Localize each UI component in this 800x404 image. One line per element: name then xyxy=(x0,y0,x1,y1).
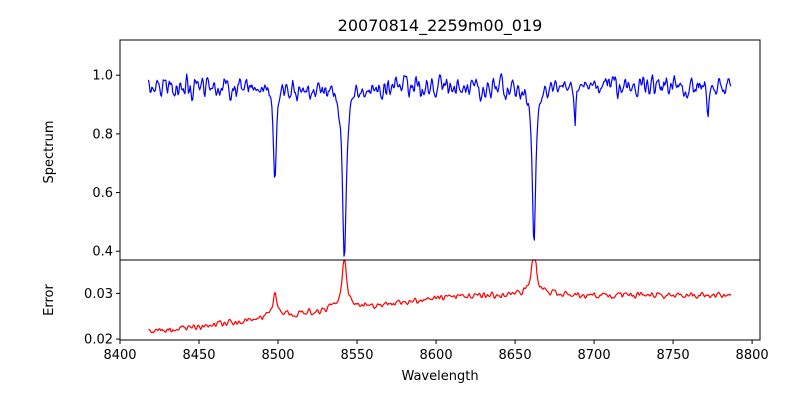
error-xtick-label: 8500 xyxy=(261,348,294,363)
spectrum-frame xyxy=(119,39,761,261)
error-ytick-label: 0.02 xyxy=(84,333,113,348)
error-xtick-label: 8800 xyxy=(736,348,769,363)
error-xtick-label: 8550 xyxy=(340,348,373,363)
spectrum-ytick-label: 0.4 xyxy=(92,245,113,260)
error-panel: 0.02 0.03 8400 8450 8500 8550 8600 8650 8700 8750… xyxy=(84,259,769,363)
chart-title: 20070814_2259m00_019 xyxy=(338,16,543,36)
x-axis-label: Wavelength xyxy=(401,369,478,384)
spectrum-ytick-label: 0.6 xyxy=(92,186,113,201)
error-y-axis-label: Error xyxy=(42,284,57,316)
error-xtick-label: 8750 xyxy=(657,348,690,363)
spectrum-ytick-label: 0.8 xyxy=(92,127,113,142)
spectrum-y-axis-label: Spectrum xyxy=(42,121,57,184)
spectrum-ytick-label: 1.0 xyxy=(92,69,113,84)
error-xtick-label: 8700 xyxy=(578,348,611,363)
spectrum-series-line xyxy=(147,73,732,257)
error-xtick-label: 8600 xyxy=(420,348,453,363)
error-series-line xyxy=(148,259,732,334)
error-ytick-label: 0.03 xyxy=(84,287,113,302)
error-xtick-label: 8450 xyxy=(182,348,215,363)
error-frame xyxy=(119,259,761,341)
spectrum-panel: 0.4 0.6 0.8 1.0 xyxy=(92,39,761,261)
error-xtick-label: 8650 xyxy=(499,348,532,363)
error-xtick-label: 8400 xyxy=(103,348,136,363)
